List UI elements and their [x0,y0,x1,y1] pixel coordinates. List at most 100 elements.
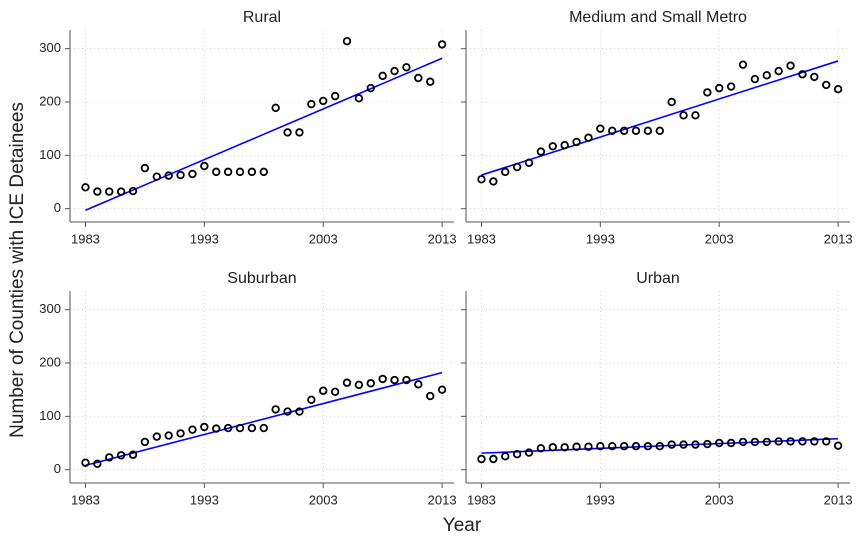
point [833,441,843,450]
panel-title: Medium and Small Metro [569,9,747,26]
panel-title: Rural [243,9,281,26]
point [715,83,724,93]
point [822,437,831,446]
point [176,170,185,180]
point [93,187,102,196]
x-tick-label: 2013 [824,492,853,507]
point [330,91,340,101]
point [643,126,653,135]
point [477,175,486,184]
point [105,187,114,196]
x-tick-label: 1993 [190,492,219,507]
point [512,450,522,459]
point [524,158,534,167]
point [390,66,399,76]
y-tick-label: 200 [39,93,61,108]
point [738,437,748,447]
x-tick-label: 2003 [705,231,734,246]
point [295,128,304,137]
point [679,111,688,120]
point [354,94,364,103]
x-tick-label: 1993 [586,492,615,507]
point [619,442,629,451]
point [247,423,257,433]
point [378,71,387,81]
point [655,442,664,451]
point [319,96,328,106]
point [631,126,641,135]
x-tick-label: 2003 [705,492,734,507]
point [501,167,510,177]
point [691,111,700,120]
point [271,405,280,414]
point [786,437,795,446]
point [679,440,688,449]
point [762,71,771,80]
point [572,137,581,147]
point [116,451,126,460]
point [572,442,581,451]
point [164,171,173,180]
point [140,437,150,447]
point [810,72,819,82]
point [128,450,138,459]
point [212,424,221,433]
point [116,187,126,196]
point [631,442,641,451]
point [798,437,807,446]
point [426,77,435,86]
point [833,84,843,94]
y-axis-label: Number of Counties with ICE Detainees [7,102,28,438]
point [319,386,328,395]
point [414,380,423,389]
fit-line [85,371,443,467]
point [726,82,736,91]
point [235,423,245,433]
point [596,442,605,451]
x-axis-label: Year [443,515,482,536]
point [105,453,114,462]
point [223,167,233,177]
point [402,375,411,385]
point [489,454,498,464]
point [715,438,724,448]
fit-line [481,60,839,176]
x-tick-label: 1993 [586,231,615,246]
point [477,454,486,464]
point [307,395,316,404]
point [247,167,257,177]
x-tick-label: 2003 [309,492,338,507]
point [726,438,736,448]
y-tick-label: 200 [39,354,61,369]
point [437,40,447,49]
point [536,444,546,453]
point [750,74,760,84]
point [560,443,569,452]
point [608,126,617,135]
point [560,140,569,150]
fit-line [85,57,443,212]
point [152,432,161,441]
point [774,437,783,446]
point [140,163,150,173]
point [271,103,280,113]
point [762,437,771,447]
point [667,97,676,107]
y-tick-label: 100 [39,147,61,162]
x-tick-label: 1983 [467,231,496,246]
point [307,99,316,109]
x-tick-label: 2013 [824,231,853,246]
point [774,66,783,76]
y-tick-label: 100 [39,408,61,423]
point [342,378,352,387]
point [584,133,593,142]
point [703,88,712,97]
point [295,407,304,416]
point [426,391,435,401]
point [128,186,138,196]
x-tick-label: 1993 [190,231,219,246]
point [536,147,546,156]
point [164,431,173,440]
point [703,439,712,449]
point [822,80,831,90]
